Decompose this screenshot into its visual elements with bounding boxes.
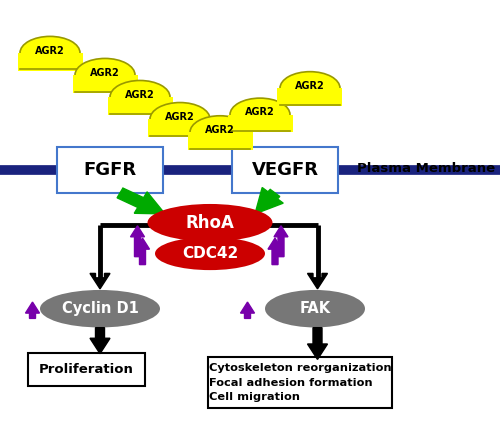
Polygon shape <box>255 187 283 214</box>
Text: Proliferation: Proliferation <box>39 363 134 376</box>
Polygon shape <box>268 238 282 265</box>
Polygon shape <box>117 188 165 214</box>
Ellipse shape <box>155 237 265 270</box>
FancyBboxPatch shape <box>232 146 338 193</box>
Bar <box>72 75 138 93</box>
Polygon shape <box>90 273 110 289</box>
Polygon shape <box>308 328 328 359</box>
Text: AGR2: AGR2 <box>125 90 155 100</box>
Text: AGR2: AGR2 <box>165 112 195 122</box>
Text: AGR2: AGR2 <box>35 46 65 56</box>
Bar <box>228 115 292 132</box>
Bar <box>188 132 252 150</box>
FancyBboxPatch shape <box>58 146 162 193</box>
Bar <box>278 88 342 106</box>
Polygon shape <box>90 328 110 354</box>
Polygon shape <box>274 226 288 257</box>
Text: AGR2: AGR2 <box>245 108 275 117</box>
Text: AGR2: AGR2 <box>295 81 325 91</box>
FancyBboxPatch shape <box>208 357 392 408</box>
Text: VEGFR: VEGFR <box>252 161 318 179</box>
Polygon shape <box>240 302 254 318</box>
Text: CDC42: CDC42 <box>182 246 238 261</box>
Ellipse shape <box>148 204 272 242</box>
Text: Plasma Membrane: Plasma Membrane <box>357 162 495 176</box>
Polygon shape <box>308 273 328 289</box>
Text: RhoA: RhoA <box>186 214 234 232</box>
Ellipse shape <box>110 80 170 113</box>
FancyBboxPatch shape <box>28 353 145 386</box>
Text: Cytoskeleton reorganization
Focal adhesion formation
Cell migration: Cytoskeleton reorganization Focal adhesi… <box>208 363 392 402</box>
Text: FGFR: FGFR <box>84 161 136 179</box>
Polygon shape <box>26 302 40 318</box>
Ellipse shape <box>280 71 340 105</box>
Ellipse shape <box>265 290 365 327</box>
Bar <box>108 97 172 115</box>
Bar <box>148 119 212 137</box>
Text: Cyclin D1: Cyclin D1 <box>62 301 138 316</box>
Ellipse shape <box>150 102 210 136</box>
Ellipse shape <box>190 116 250 149</box>
Ellipse shape <box>75 58 135 92</box>
Ellipse shape <box>40 290 160 327</box>
Text: FAK: FAK <box>300 301 330 316</box>
Polygon shape <box>136 238 149 265</box>
Text: AGR2: AGR2 <box>90 68 120 78</box>
Ellipse shape <box>20 36 80 70</box>
Polygon shape <box>130 226 144 257</box>
Ellipse shape <box>230 98 290 131</box>
Bar <box>18 53 82 71</box>
Text: AGR2: AGR2 <box>205 125 235 135</box>
